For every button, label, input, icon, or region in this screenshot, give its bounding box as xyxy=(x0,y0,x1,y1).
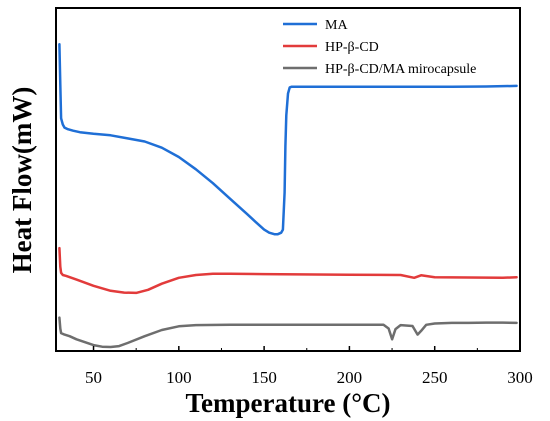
y-axis-title: Heat Flow(mW) xyxy=(7,87,37,274)
legend-label-2: HP-β-CD xyxy=(325,40,379,55)
legend: MA HP-β-CD HP-β-CD/MA mirocapsule xyxy=(283,18,476,77)
series-line-3 xyxy=(58,316,518,349)
x-tick-label-100: 100 xyxy=(166,368,192,387)
x-tick-label-250: 250 xyxy=(422,368,448,387)
x-tick-label-200: 200 xyxy=(337,368,363,387)
x-tick-label-50: 50 xyxy=(85,368,102,387)
x-tick-label-300: 300 xyxy=(507,368,533,387)
x-axis-title: Temperature (°C) xyxy=(185,388,390,418)
plot-frame xyxy=(55,7,521,352)
legend-label-1: MA xyxy=(325,18,348,33)
series-layer xyxy=(58,42,518,349)
x-axis: 50 100 150 200 250 300 xyxy=(85,346,533,387)
series-line-1 xyxy=(58,42,518,236)
legend-label-3: HP-β-CD/MA mirocapsule xyxy=(325,62,476,77)
series-line-2 xyxy=(58,246,518,295)
x-tick-label-150: 150 xyxy=(251,368,277,387)
